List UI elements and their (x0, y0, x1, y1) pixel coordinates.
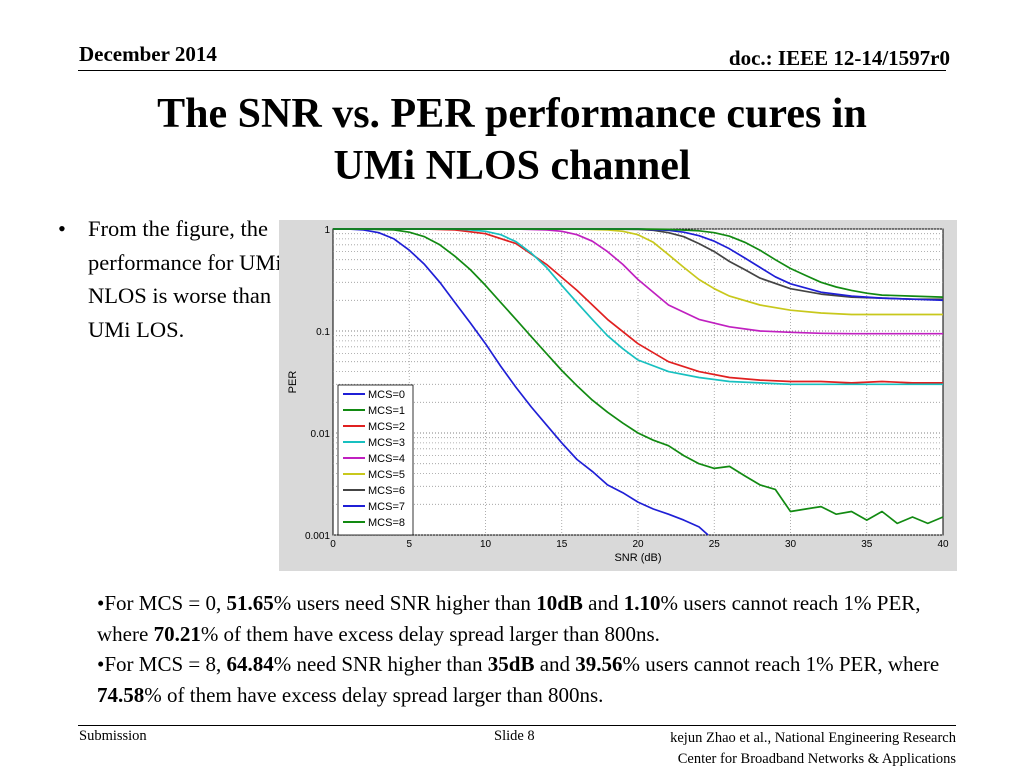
note-highlight: 10dB (536, 591, 583, 615)
axis-ticks: 0 5 10 15 20 25 30 35 40 0.001 0.01 0.1 1 (305, 225, 949, 550)
x-tick-label: 10 (480, 539, 492, 550)
legend-label: MCS=8 (368, 517, 405, 529)
legend-label: MCS=7 (368, 501, 405, 513)
footer-author: kejun Zhao et al., National Engineering … (670, 728, 956, 770)
note-text: % users need SNR higher than (273, 591, 537, 615)
footer-author-line-2: Center for Broadband Networks & Applicat… (677, 751, 956, 767)
header-rule (78, 70, 946, 71)
note-text: and (534, 652, 576, 676)
note-text: % users cannot reach 1% PER, where (97, 591, 921, 646)
series-line-mcs-3 (333, 228, 943, 386)
note-highlight: 74.58 (97, 682, 145, 707)
per-chart-svg: 0 5 10 15 20 25 30 35 40 0.001 0.01 0.1 1 SNR (dB) P… (287, 225, 949, 564)
legend-label: MCS=0 (368, 389, 405, 401)
bullet-text: From the figure, the performance for UMi… (88, 216, 282, 342)
note-text: % of them have excess delay spread large… (144, 682, 604, 707)
bullet-point: • From the figure, the performance for U… (58, 212, 283, 346)
x-tick-label: 25 (709, 539, 721, 550)
y-tick-label: 1 (324, 225, 330, 236)
note-highlight: 51.65 (226, 591, 274, 615)
x-tick-label: 40 (937, 539, 949, 550)
y-axis-label: PER (287, 371, 299, 394)
note-text: % of them have excess delay spread large… (200, 621, 660, 646)
footer-author-line-1: kejun Zhao et al., National Engineering … (670, 730, 956, 746)
footer-submission: Submission (79, 728, 147, 744)
x-tick-label: 20 (632, 539, 644, 550)
series-line-mcs-0 (333, 228, 709, 536)
x-tick-label: 0 (330, 539, 336, 550)
chart-legend: MCS=0 MCS=1 MCS=2 MCS=3 MCS=4 MCS=5 MCS=6 MCS=7… (337, 384, 414, 536)
x-tick-label: 15 (556, 539, 568, 550)
note-highlight: 64.84 (226, 652, 274, 676)
series-lines (333, 228, 944, 536)
note-text: •For MCS = 0, (97, 591, 227, 615)
header-doc-number: doc.: IEEE 12-14/1597r0 (728, 46, 950, 70)
note-text: and (582, 591, 624, 615)
header-date: December 2014 (79, 42, 217, 66)
x-tick-label: 35 (861, 539, 873, 550)
note-mcs8: •For MCS = 8, 64.84% need SNR higher tha… (97, 649, 977, 710)
note-text: •For MCS = 8, (97, 652, 227, 676)
y-tick-label: 0.01 (311, 429, 331, 440)
y-tick-label: 0.1 (316, 327, 330, 338)
per-chart: 0 5 10 15 20 25 30 35 40 0.001 0.01 0.1 1 SNR (dB) P… (279, 220, 957, 571)
slide-title-line-2: UMi NLOS channel (333, 143, 691, 189)
x-axis-label: SNR (dB) (614, 552, 661, 564)
note-mcs0: •For MCS = 0, 51.65% users need SNR high… (97, 588, 977, 649)
legend-label: MCS=3 (368, 437, 405, 449)
legend-label: MCS=5 (368, 469, 405, 481)
legend-label: MCS=2 (368, 421, 405, 433)
x-tick-label: 30 (785, 539, 797, 550)
x-tick-label: 5 (406, 539, 412, 550)
footer-rule (78, 725, 956, 726)
note-highlight: 35dB (487, 652, 535, 676)
bullet-marker: • (58, 216, 66, 241)
note-highlight: 39.56 (575, 652, 623, 676)
series-line-mcs-8 (333, 228, 944, 298)
legend-label: MCS=4 (368, 453, 405, 465)
slide-title-line-1: The SNR vs. PER performance cures in (157, 91, 867, 137)
notes-block: •For MCS = 0, 51.65% users need SNR high… (97, 588, 977, 710)
legend-label: MCS=1 (368, 405, 405, 417)
note-text: % users cannot reach 1% PER, where (622, 652, 940, 676)
note-text: % need SNR higher than (273, 652, 488, 676)
slide-title: The SNR vs. PER performance cures in UMi… (70, 88, 954, 192)
y-tick-label: 0.001 (305, 531, 330, 542)
note-highlight: 70.21 (153, 621, 201, 646)
legend-label: MCS=6 (368, 485, 405, 497)
footer-slide-number: Slide 8 (494, 728, 535, 744)
note-highlight: 1.10 (623, 591, 661, 615)
series-line-mcs-1 (333, 228, 944, 525)
